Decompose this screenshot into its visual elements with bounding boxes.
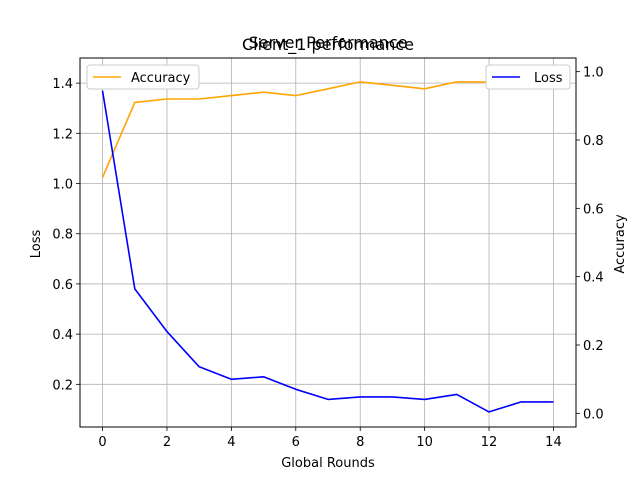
y-tick-label-right: 0.4 [583, 271, 604, 286]
x-tick-label: 14 [545, 435, 562, 450]
y-tick-label-left: 1.0 [52, 178, 73, 193]
y-tick-label-left: 0.8 [52, 228, 73, 243]
y-tick-label-left: 1.4 [52, 77, 73, 92]
x-tick-label: 12 [481, 435, 498, 450]
axes: 0 2 4 6 8 10 12 14 0.2 0.4 0.6 0.8 1.0 1.2 1.4 0.0 0.2 0.… [52, 66, 603, 450]
x-tick-label: 8 [356, 435, 364, 450]
chart-title-client: Client_1 performance [242, 35, 414, 55]
legend-accuracy: Accuracy [86, 64, 200, 90]
y-tick-label-left: 0.2 [52, 378, 73, 393]
series-line-loss [101, 90, 554, 413]
y-tick-label-right: 0.0 [583, 407, 604, 422]
y-tick-label-right: 0.8 [583, 134, 604, 149]
legend-loss-label: Loss [534, 71, 563, 86]
x-tick-label: 10 [416, 435, 433, 450]
legend-accuracy-box [86, 64, 200, 90]
chart-title-server: Server Performance [249, 33, 408, 52]
x-axis-label: Global Rounds [281, 456, 375, 471]
y-tick-label-left: 0.6 [52, 278, 73, 293]
y-axis-label-loss: Loss [29, 230, 44, 259]
y-tick-label-right: 1.0 [583, 66, 604, 81]
legend-loss: Loss [485, 64, 571, 90]
y-tick-label-right: 0.2 [583, 339, 604, 354]
x-tick-label: 6 [292, 435, 300, 450]
legend-accuracy-label: Accuracy [131, 71, 191, 86]
series-line-accuracy [101, 81, 554, 178]
y-axis-label-accuracy: Accuracy [613, 214, 628, 274]
series-lines [101, 81, 554, 413]
plot-frame [79, 57, 577, 428]
legend-loss-box [485, 64, 571, 90]
x-tick-label: 0 [98, 435, 106, 450]
x-tick-label: 4 [227, 435, 235, 450]
grid [80, 58, 576, 427]
y-tick-label-left: 0.4 [52, 328, 73, 343]
x-tick-label: 2 [163, 435, 171, 450]
y-tick-label-left: 1.2 [52, 127, 73, 142]
y-tick-label-right: 0.6 [583, 202, 604, 217]
